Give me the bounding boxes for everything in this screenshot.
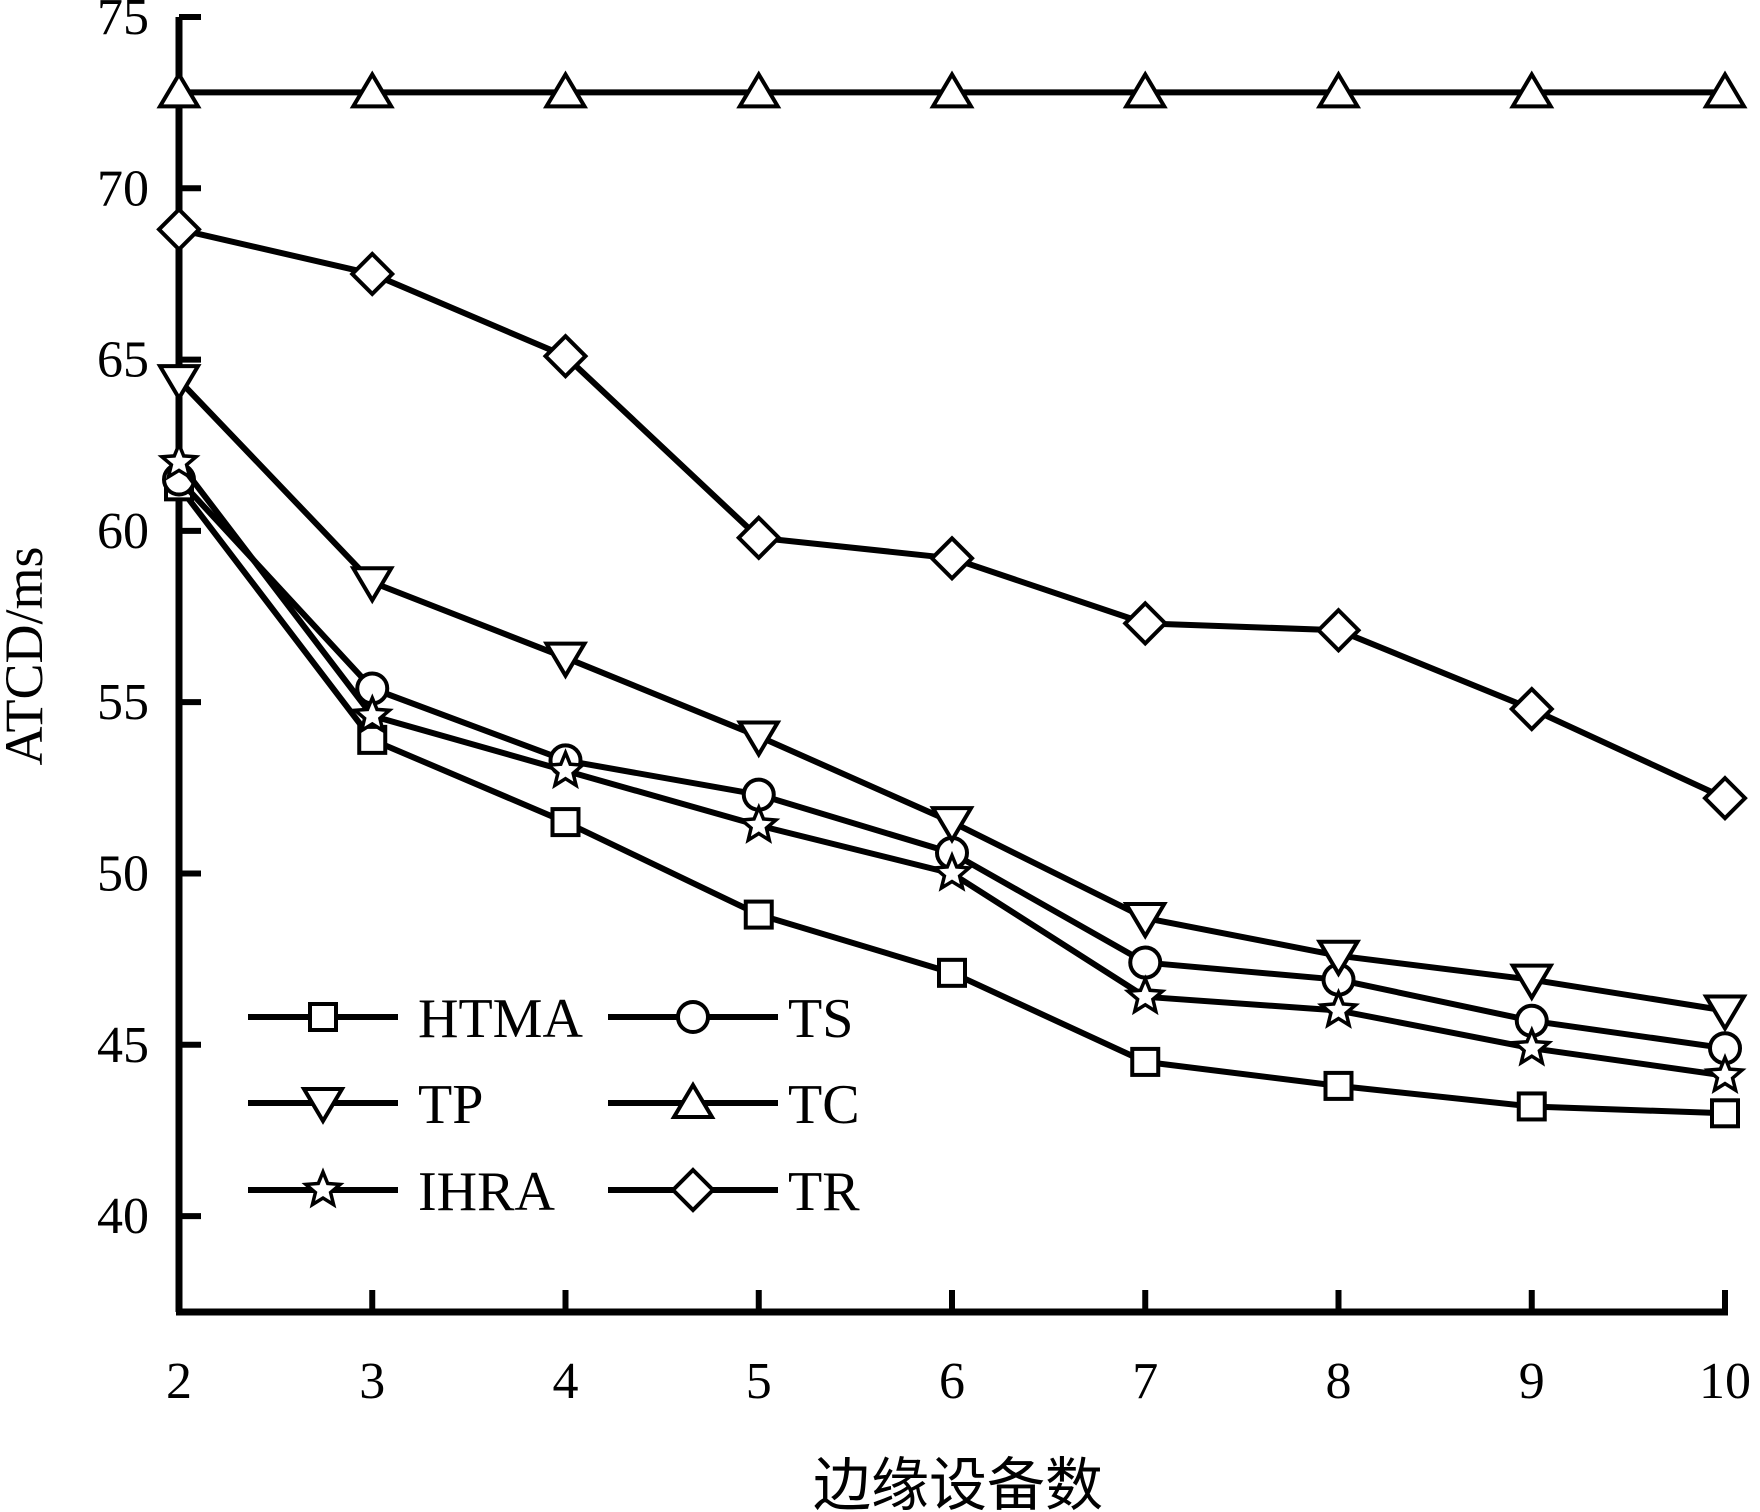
data-point-tp <box>736 720 782 759</box>
x-tick-label: 4 <box>553 1353 579 1410</box>
data-point-htma <box>1516 1091 1547 1122</box>
data-point-tr <box>1315 607 1362 654</box>
data-point-ihra <box>1703 1052 1747 1094</box>
data-point-tr <box>349 251 396 297</box>
legend-marker-ts <box>676 1000 710 1034</box>
data-point-tc <box>1509 70 1555 109</box>
data-point-tp <box>1509 963 1555 1002</box>
data-point-tp <box>156 364 202 403</box>
data-point-tp <box>349 566 395 605</box>
y-axis-ticks: 40 45 50 55 60 65 70 75 <box>97 0 201 1245</box>
data-point-tp <box>1122 902 1168 940</box>
data-point-htma <box>1130 1046 1161 1077</box>
data-point-tr <box>542 333 589 379</box>
data-point-tc <box>156 70 202 109</box>
data-point-htma <box>743 899 774 930</box>
series-tp <box>156 364 1748 1033</box>
data-point-tc <box>349 70 395 109</box>
legend-label-tp: TP <box>418 1074 483 1136</box>
data-point-ihra <box>544 748 587 790</box>
x-tick-label: 10 <box>1699 1353 1751 1410</box>
y-axis-label: ATCD/ms <box>0 546 54 765</box>
x-tick-label: 8 <box>1326 1353 1352 1410</box>
data-point-tr <box>1508 686 1555 732</box>
data-point-tr <box>156 206 202 253</box>
y-tick-label: 45 <box>97 1017 149 1074</box>
data-point-htma <box>1323 1070 1354 1101</box>
legend-entry-tr: TR <box>608 1161 860 1223</box>
y-tick-label: 55 <box>97 674 149 731</box>
series-tr <box>156 206 1748 821</box>
data-point-tc <box>929 70 975 109</box>
legend: HTMA TS TP TC IHRA TR <box>248 988 860 1223</box>
data-point-tp <box>1702 994 1748 1033</box>
data-point-ihra <box>1123 974 1167 1016</box>
legend-label-ts: TS <box>788 988 853 1050</box>
data-point-tr <box>1122 600 1169 647</box>
legend-label-tr: TR <box>788 1161 860 1223</box>
data-point-ihra <box>350 693 394 735</box>
legend-label-tc: TC <box>788 1074 860 1136</box>
axes <box>175 17 1728 1316</box>
legend-label-htma: HTMA <box>418 988 583 1050</box>
legend-label-ihra: IHRA <box>418 1161 555 1223</box>
data-point-tc <box>1122 70 1168 109</box>
x-tick-label: 6 <box>939 1353 965 1410</box>
data-point-htma <box>937 957 967 988</box>
legend-marker-ihra <box>301 1167 345 1209</box>
x-axis-label: 边缘设备数 <box>813 1451 1103 1512</box>
legend-entry-ihra: IHRA <box>248 1161 555 1223</box>
y-tick-label: 65 <box>97 332 149 389</box>
data-point-ihra <box>1510 1025 1554 1067</box>
legend-marker-htma <box>308 1002 338 1032</box>
y-tick-label: 60 <box>97 503 149 560</box>
legend-entry-ts: TS <box>608 988 853 1050</box>
data-point-tc <box>1702 70 1748 109</box>
x-tick-label: 9 <box>1519 1353 1545 1410</box>
data-point-tc <box>542 70 589 109</box>
y-tick-label: 50 <box>97 845 149 902</box>
y-tick-label: 70 <box>97 160 149 217</box>
legend-entry-tp: TP <box>248 1074 483 1136</box>
x-tick-label: 5 <box>746 1353 772 1410</box>
data-point-ihra <box>737 802 781 844</box>
data-point-htma <box>1710 1098 1740 1129</box>
data-point-tr <box>735 514 782 561</box>
legend-entry-tc: TC <box>608 1074 860 1136</box>
legend-marker-tr <box>670 1167 716 1213</box>
y-tick-label: 75 <box>97 0 149 46</box>
data-point-htma <box>550 807 581 838</box>
data-point-ihra <box>157 439 201 481</box>
x-axis-ticks: 2 3 4 5 6 7 8 9 10 <box>166 1290 1751 1410</box>
data-point-tc <box>736 70 782 109</box>
series-line-tr <box>178 226 1727 801</box>
legend-marker-tp <box>300 1087 346 1125</box>
data-point-tc <box>1315 70 1362 109</box>
data-point-tp <box>542 641 589 680</box>
series-layer <box>156 70 1748 1129</box>
legend-entry-htma: HTMA <box>248 988 583 1050</box>
data-point-ihra <box>930 850 974 892</box>
data-point-ihra <box>1317 987 1360 1029</box>
data-point-tr <box>1702 775 1748 821</box>
x-tick-label: 7 <box>1132 1353 1158 1410</box>
data-point-tr <box>929 535 975 582</box>
data-point-tp <box>929 806 975 845</box>
x-tick-label: 2 <box>166 1353 192 1410</box>
data-point-tp <box>1315 939 1362 978</box>
data-point-ts <box>1128 945 1163 980</box>
legend-marker-tc <box>670 1081 716 1119</box>
series-tc <box>156 70 1748 109</box>
series-ihra <box>157 439 1747 1094</box>
y-tick-label: 40 <box>97 1188 149 1245</box>
x-tick-label: 3 <box>359 1353 385 1410</box>
